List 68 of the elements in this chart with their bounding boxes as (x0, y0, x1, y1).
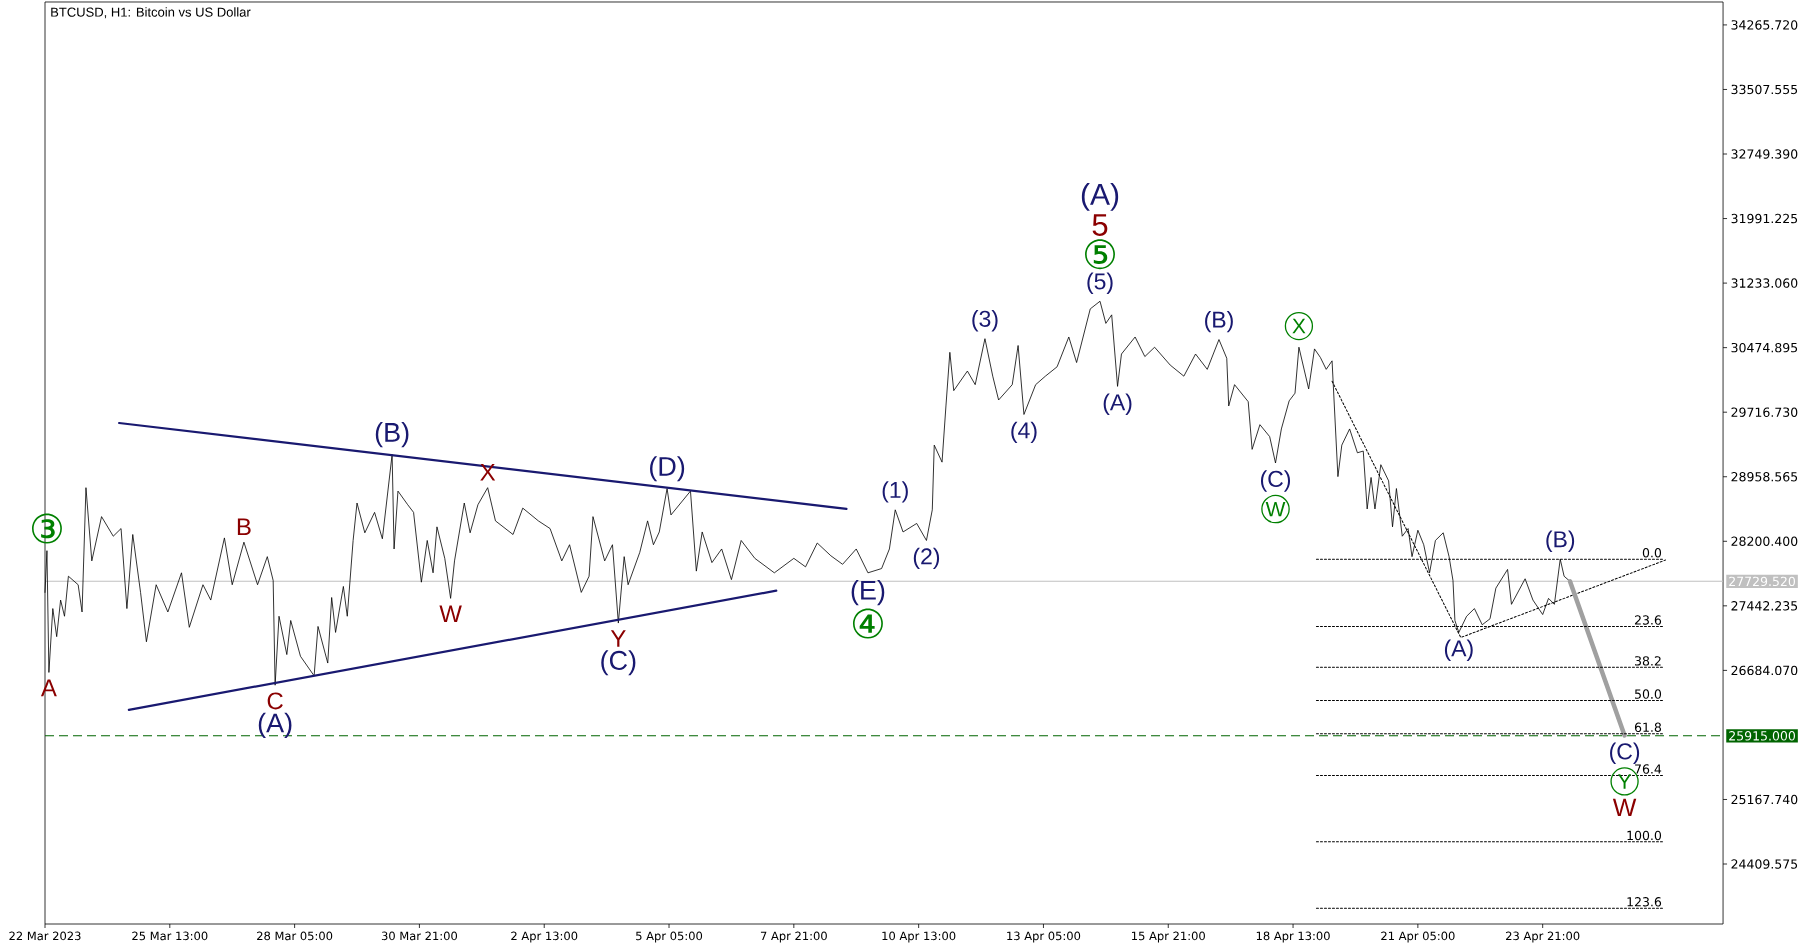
annotation: (E) (851, 580, 885, 606)
y-tick-label: 32749.390 (1731, 149, 1798, 159)
series-label: 76.4 (1635, 764, 1662, 774)
series-label: 50.0 (1635, 689, 1662, 699)
annotation: (4) (1011, 421, 1037, 444)
annotation: (3) (972, 310, 998, 332)
y-tick-label: 29716.730 (1731, 407, 1798, 417)
annotation: (D) (650, 456, 685, 482)
annotation: A (40, 679, 57, 697)
y-tick-label: 28958.565 (1731, 472, 1798, 482)
annotation: B (237, 518, 251, 535)
series-label: 0.0 (1642, 548, 1662, 558)
annotation: ③ (31, 513, 62, 544)
chart-title: BTCUSD, H1: Bitcoin vs US Dollar (51, 7, 251, 19)
annotation: (B) (1546, 530, 1575, 552)
annotation: W (439, 605, 462, 623)
y-tick-label: 33507.555 (1731, 84, 1798, 95)
annotation: Y (610, 630, 626, 647)
y-tick-label: 26684.070 (1731, 665, 1798, 676)
y-tick-label: 34265.720 (1731, 20, 1798, 30)
annotation: (2) (913, 547, 940, 570)
x-tick-label: 15 Apr 21:00 (1132, 931, 1205, 943)
y-tick-label: 27442.235 (1731, 601, 1798, 611)
series-label: 23.6 (1634, 615, 1662, 625)
annotation: (A) (1444, 639, 1473, 662)
x-tick-label: 25 Mar 13:00 (132, 931, 208, 941)
annotation: Y (1618, 774, 1632, 789)
x-tick-label: 30 Mar 21:00 (381, 931, 458, 941)
x-tick-label: 13 Apr 05:00 (1007, 931, 1081, 943)
x-tick-label: 18 Apr 13:00 (1256, 931, 1330, 943)
annotation: (1) (882, 481, 908, 503)
x-tick-label: 2 Apr 13:00 (511, 931, 578, 943)
x-tick-label: 22 Mar 2023 (9, 931, 81, 941)
annotation: X (1292, 318, 1306, 334)
annotation: (A) (1103, 393, 1132, 416)
x-tick-label: 23 Apr 21:00 (1506, 931, 1580, 943)
ref-line-label: 25915.000 (1729, 731, 1795, 741)
ref-line-label: 27729.520 (1729, 576, 1795, 587)
x-tick-label: 21 Apr 05:00 (1381, 931, 1455, 943)
annotation: C (267, 692, 283, 710)
series-label: 100.0 (1627, 830, 1662, 841)
annotation: ⑤ (1085, 239, 1115, 270)
y-tick-label: 31233.060 (1731, 278, 1798, 288)
annotation: X (480, 463, 496, 481)
annotation: (A) (1081, 182, 1119, 211)
x-tick-label: 7 Apr 21:00 (760, 931, 827, 943)
annotation: (B) (1205, 310, 1233, 333)
series-label: 38.2 (1635, 656, 1661, 666)
x-tick-label: 10 Apr 13:00 (882, 931, 956, 943)
annotation: (C) (1610, 742, 1640, 765)
annotation: ④ (852, 608, 883, 639)
y-tick-label: 30474.895 (1731, 342, 1798, 353)
annotation: W (1265, 501, 1286, 517)
annotation: 5 (1092, 214, 1108, 236)
y-tick-label: 25167.740 (1731, 794, 1798, 805)
annotation: (C) (601, 650, 636, 676)
x-tick-label: 28 Mar 05:00 (257, 931, 333, 941)
annotation: (5) (1087, 272, 1113, 295)
x-tick-label: 5 Apr 05:00 (636, 931, 703, 943)
y-tick-label: 28200.400 (1731, 536, 1798, 547)
annotation: W (1612, 798, 1637, 816)
y-tick-label: 24409.575 (1731, 859, 1798, 869)
series-label: 61.8 (1634, 722, 1662, 733)
annotation: (C) (1260, 470, 1291, 492)
annotation: (B) (375, 422, 409, 448)
series-label: 123.6 (1627, 897, 1662, 907)
y-tick-label: 31991.225 (1731, 213, 1798, 224)
annotation: (A) (258, 712, 292, 738)
